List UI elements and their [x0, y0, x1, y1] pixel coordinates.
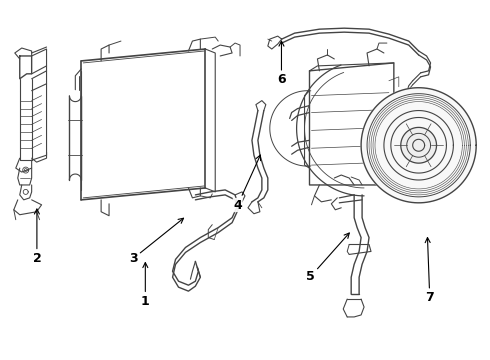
Text: 3: 3	[129, 218, 184, 265]
Text: 2: 2	[32, 209, 41, 265]
Text: 4: 4	[233, 155, 261, 212]
Text: 6: 6	[277, 41, 286, 86]
Text: 7: 7	[425, 238, 434, 305]
Text: 5: 5	[306, 233, 349, 283]
Polygon shape	[401, 127, 437, 163]
Polygon shape	[361, 88, 476, 203]
Text: 1: 1	[141, 262, 150, 308]
